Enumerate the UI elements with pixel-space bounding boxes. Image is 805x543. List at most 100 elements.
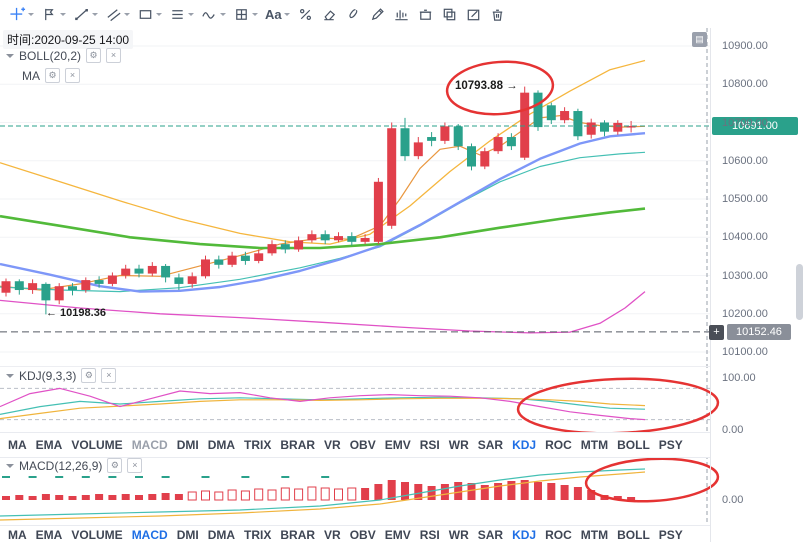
tab-macd[interactable]: MACD <box>131 527 168 542</box>
gann-grid-tool[interactable] <box>230 6 261 23</box>
tab-dmi[interactable]: DMI <box>176 527 199 542</box>
tab-ma[interactable]: MA <box>8 527 27 542</box>
crosshair-tool[interactable] <box>6 6 37 23</box>
tab-emv[interactable]: EMV <box>384 438 411 452</box>
chevron-down-icon[interactable] <box>6 53 14 62</box>
close-icon[interactable]: × <box>65 68 80 83</box>
tab-brar[interactable]: BRAR <box>280 527 316 542</box>
chart-layout-icon[interactable]: ▤ <box>692 32 707 47</box>
tab-kdj[interactable]: KDJ <box>512 527 537 542</box>
chevron-down-icon <box>220 13 226 19</box>
close-icon[interactable]: × <box>106 48 122 63</box>
pencil-icon <box>371 7 384 20</box>
gear-icon[interactable]: ⚙ <box>45 68 60 83</box>
vertical-scrollbar[interactable] <box>796 264 803 320</box>
close-icon[interactable]: × <box>101 368 117 383</box>
tab-dma[interactable]: DMA <box>207 438 236 452</box>
trendline-icon <box>75 8 88 20</box>
price-axis-label: 10500.00 <box>722 193 768 205</box>
paperclip-icon <box>349 8 357 18</box>
tab-rsi[interactable]: RSI <box>419 527 440 542</box>
percent-tool[interactable] <box>294 6 317 23</box>
ma-indicator-row: MA ⚙ × <box>22 68 80 83</box>
tab-dma[interactable]: DMA <box>207 527 236 542</box>
gear-icon[interactable]: ⚙ <box>86 48 102 63</box>
trash-icon <box>492 9 502 21</box>
edit-tool[interactable] <box>462 6 485 23</box>
tab-ma[interactable]: MA <box>8 438 27 452</box>
chevron-down-icon <box>92 13 98 19</box>
tab-obv[interactable]: OBV <box>349 527 376 542</box>
chevron-down-icon <box>156 13 162 19</box>
tab-ema[interactable]: EMA <box>35 438 63 452</box>
eraser-icon <box>323 9 335 20</box>
tab-psy[interactable]: PSY <box>658 438 683 452</box>
current-price-badge: 10691.00 <box>712 116 798 135</box>
kdj-axis-label: 100.00 <box>722 372 756 384</box>
tab-volume[interactable]: VOLUME <box>71 527 123 542</box>
kdj-axis-label: 0.00 <box>722 424 744 436</box>
gear-icon[interactable]: ⚙ <box>107 458 123 473</box>
rectangle-icon <box>139 9 152 19</box>
price-axis-label: 10100.00 <box>722 346 768 358</box>
boll-indicator-row: BOLL(20,2) ⚙ × <box>6 48 122 63</box>
tab-rsi[interactable]: RSI <box>419 438 440 452</box>
tab-wr[interactable]: WR <box>448 527 469 542</box>
tab-boll[interactable]: BOLL <box>617 438 650 452</box>
trendline-tool[interactable] <box>70 6 101 23</box>
chart-area[interactable]: 时间:2020-09-25 14:00 ▤ BOLL(20,2) ⚙ × MA … <box>0 28 805 543</box>
paperclip-tool[interactable] <box>342 6 365 23</box>
tab-emv[interactable]: EMV <box>384 527 411 542</box>
crosshair-icon <box>10 6 26 20</box>
alert-price-badge[interactable]: 10152.46 <box>727 323 791 340</box>
tab-mtm[interactable]: MTM <box>580 527 609 542</box>
chevron-down-icon[interactable] <box>6 463 14 472</box>
wave-tool[interactable] <box>198 6 229 23</box>
tab-kdj[interactable]: KDJ <box>512 438 537 452</box>
chart-canvas[interactable] <box>0 28 805 542</box>
tab-obv[interactable]: OBV <box>349 438 376 452</box>
chevron-down-icon <box>188 13 194 19</box>
tab-sar[interactable]: SAR <box>477 438 504 452</box>
boll-indicator-label: BOLL(20,2) <box>19 48 82 63</box>
gear-icon[interactable]: ⚙ <box>81 368 97 383</box>
eraser-tool[interactable] <box>318 6 341 23</box>
tab-roc[interactable]: ROC <box>545 438 572 452</box>
tab-psy[interactable]: PSY <box>658 527 683 542</box>
archive-tool[interactable] <box>414 6 437 23</box>
close-icon[interactable]: × <box>127 458 143 473</box>
flag-icon <box>45 8 54 20</box>
pencil-tool[interactable] <box>366 6 389 23</box>
tab-volume[interactable]: VOLUME <box>71 438 123 452</box>
high-price-annotation: 10793.88 → <box>455 80 518 92</box>
tab-vr[interactable]: VR <box>324 527 341 542</box>
tab-sar[interactable]: SAR <box>477 527 504 542</box>
tab-vr[interactable]: VR <box>324 438 341 452</box>
copy-tool[interactable] <box>438 6 461 23</box>
tab-macd[interactable]: MACD <box>131 438 168 452</box>
channel-tool[interactable] <box>102 6 133 23</box>
rectangle-tool[interactable] <box>134 6 165 23</box>
tab-mtm[interactable]: MTM <box>580 438 609 452</box>
chevron-down-icon <box>28 13 34 19</box>
tab-ema[interactable]: EMA <box>35 527 63 542</box>
weight-tool[interactable] <box>390 6 413 23</box>
tab-roc[interactable]: ROC <box>545 527 572 542</box>
trash-tool[interactable] <box>486 6 509 23</box>
price-alert-add-button[interactable]: + <box>709 324 724 340</box>
weight-icon <box>394 9 408 20</box>
chevron-down-icon <box>124 13 130 19</box>
low-price-annotation: ← 10198.36 <box>46 307 106 319</box>
flag-tool[interactable] <box>38 6 69 23</box>
tab-brar[interactable]: BRAR <box>280 438 316 452</box>
tab-boll[interactable]: BOLL <box>617 527 650 542</box>
text-tool[interactable]: Aa <box>262 7 293 22</box>
tab-wr[interactable]: WR <box>448 438 469 452</box>
tab-trix[interactable]: TRIX <box>244 527 272 542</box>
price-axis-label: 10600.00 <box>722 154 768 167</box>
tab-dmi[interactable]: DMI <box>176 438 199 452</box>
fib-lines-tool[interactable] <box>166 6 197 23</box>
tab-trix[interactable]: TRIX <box>244 438 272 452</box>
chevron-down-icon[interactable] <box>6 373 14 382</box>
macd-indicator-row: MACD(12,26,9) ⚙ × <box>6 458 143 473</box>
